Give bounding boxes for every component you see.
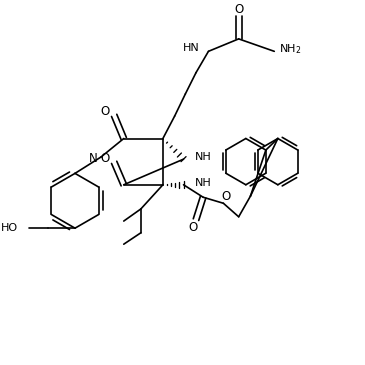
Text: O: O xyxy=(188,221,198,234)
Text: O: O xyxy=(101,151,110,165)
Text: NH: NH xyxy=(195,152,212,162)
Text: O: O xyxy=(222,191,231,203)
Text: HN: HN xyxy=(183,43,200,54)
Text: O: O xyxy=(234,3,243,16)
Text: HO: HO xyxy=(1,223,18,233)
Text: NH$_2$: NH$_2$ xyxy=(279,43,301,57)
Text: O: O xyxy=(101,105,110,118)
Text: N: N xyxy=(89,152,97,165)
Text: NH: NH xyxy=(195,178,212,188)
